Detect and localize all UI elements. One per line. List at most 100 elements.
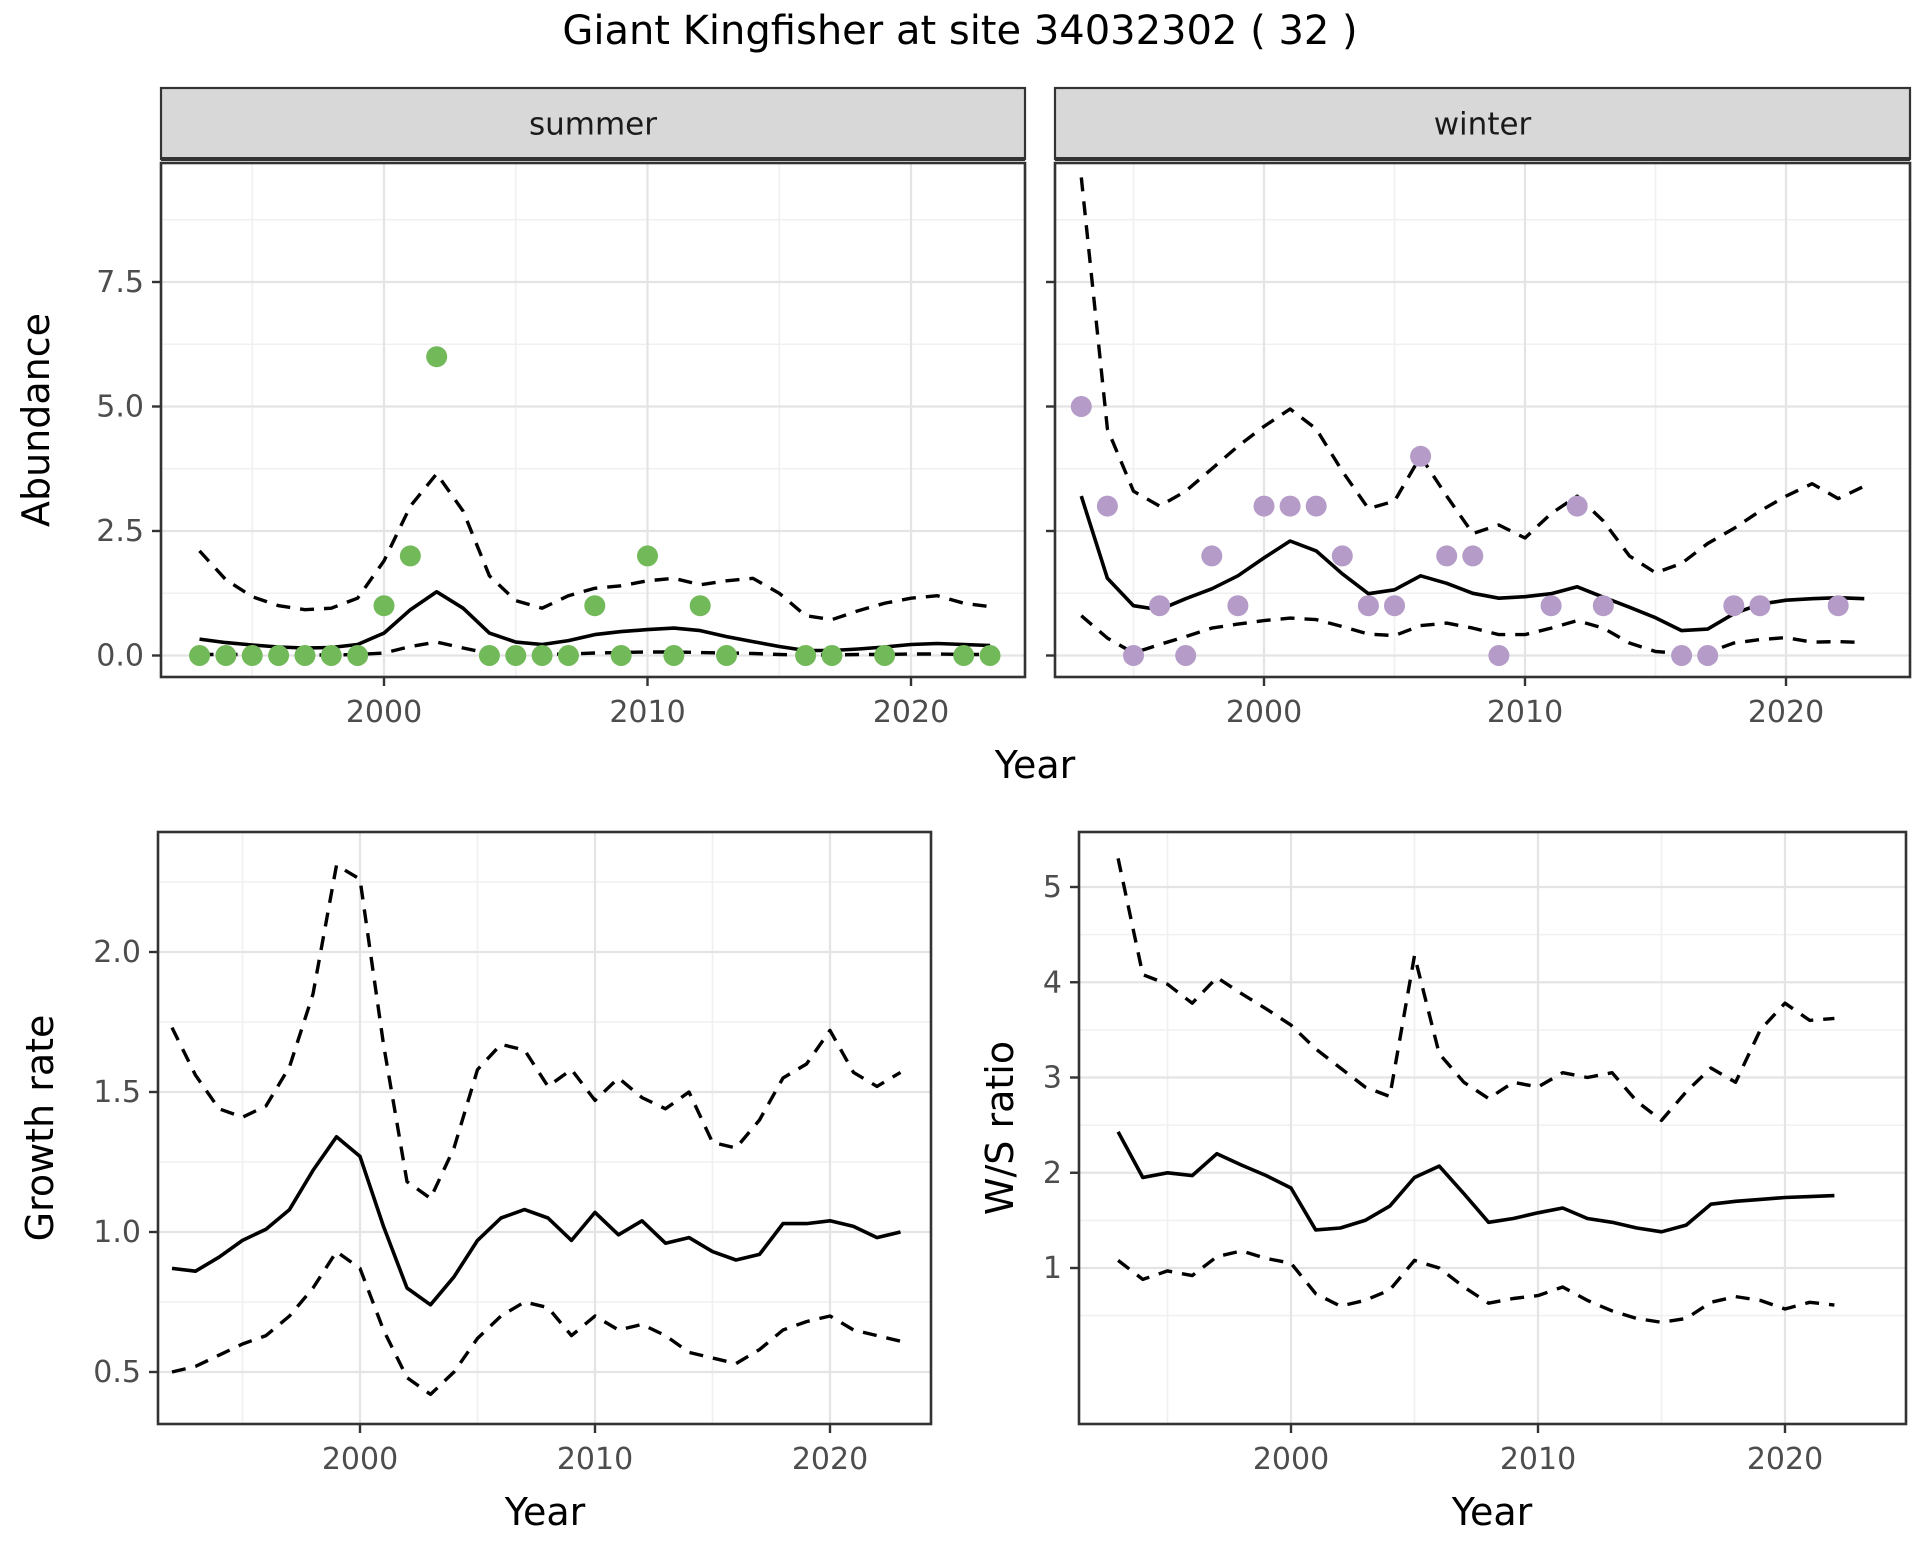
- data-point: [1410, 445, 1432, 467]
- data-point: [1305, 495, 1327, 517]
- data-point: [1123, 645, 1144, 666]
- x-tick-label: 2000: [346, 695, 422, 730]
- data-point: [1436, 545, 1458, 567]
- model-lines: [1116, 858, 1835, 1325]
- data-point: [505, 645, 527, 666]
- data-point: [426, 346, 448, 368]
- data-point: [1331, 545, 1353, 567]
- data-point: [478, 645, 500, 666]
- panel-background: [1055, 163, 1910, 677]
- x-tick-label: 2010: [609, 695, 685, 730]
- y-tick-label: 3: [1043, 1061, 1062, 1096]
- data-point: [531, 645, 553, 666]
- data-point: [320, 645, 342, 666]
- fit-line: [171, 1135, 901, 1307]
- data-point: [1566, 495, 1588, 517]
- y-tick-label: 5.0: [96, 390, 144, 425]
- facet-strip: [159, 86, 1027, 161]
- axis-ticks: 2000 2010 2020 1 2 3 4 5: [1043, 870, 1823, 1477]
- ci-upper-line: [198, 472, 991, 622]
- x-tick-label: 2000: [1253, 1442, 1329, 1477]
- data-point: [1253, 495, 1275, 517]
- axis-ticks: 2000 2010 2020 0.0 2.5 5.0 7.5: [96, 265, 949, 730]
- panel-background: [1079, 832, 1906, 1424]
- data-point: [1149, 595, 1171, 617]
- y-tick-label: 2.0: [93, 935, 141, 970]
- data-point: [294, 645, 316, 666]
- observation-points: [1070, 396, 1849, 666]
- ci-lower-line: [1117, 1249, 1835, 1325]
- data-point: [189, 645, 211, 666]
- data-point: [1201, 545, 1223, 567]
- data-point: [268, 645, 290, 666]
- figure-title: Giant Kingfisher at site 34032302 ( 32 ): [562, 8, 1358, 54]
- data-point: [373, 595, 395, 617]
- gridlines: [158, 832, 931, 1424]
- data-point: [874, 645, 896, 666]
- data-point: [1175, 645, 1197, 666]
- gridlines: [1055, 163, 1910, 677]
- data-point: [821, 645, 843, 666]
- x-tick-label: 2010: [1487, 695, 1563, 730]
- observation-points: [189, 346, 1001, 666]
- axis-title-year-top: Year: [994, 743, 1076, 787]
- axis-title-year-ws: Year: [1451, 1490, 1533, 1534]
- data-point: [215, 645, 237, 666]
- data-point: [1592, 595, 1614, 617]
- data-point: [1671, 645, 1693, 666]
- y-tick-label: 1: [1043, 1251, 1062, 1286]
- x-tick-label: 2020: [1747, 1442, 1823, 1477]
- data-point: [1540, 595, 1562, 617]
- data-point: [1227, 595, 1249, 617]
- data-point: [1723, 595, 1745, 617]
- data-point: [689, 595, 711, 617]
- data-point: [1462, 545, 1484, 567]
- model-lines: [170, 863, 902, 1397]
- axis-ticks: 2000 2010 2020: [1046, 280, 1824, 730]
- ci-lower-line: [1080, 614, 1865, 656]
- y-tick-label: 1.5: [93, 1075, 141, 1110]
- x-tick-label: 2000: [1226, 695, 1302, 730]
- y-tick-label: 7.5: [96, 265, 144, 300]
- data-point: [610, 645, 632, 666]
- ci-upper-line: [170, 863, 902, 1201]
- x-tick-label: 2020: [792, 1442, 868, 1477]
- facet-label-summer: summer: [529, 107, 657, 143]
- gridlines: [1079, 832, 1906, 1424]
- y-tick-label: 2.5: [96, 514, 144, 549]
- panel-abundance-summer: 2000 2010 2020 0.0 2.5 5.0 7.5 summer: [96, 86, 1027, 730]
- panel-abundance-winter: 2000 2010 2020 winter: [1046, 86, 1912, 730]
- data-point: [637, 545, 658, 567]
- data-point: [584, 595, 606, 617]
- data-point: [979, 645, 1001, 666]
- data-point: [399, 545, 421, 567]
- data-point: [1749, 595, 1771, 617]
- data-point: [557, 645, 579, 666]
- x-tick-label: 2020: [1748, 695, 1824, 730]
- panel-border: [156, 830, 933, 1426]
- gridlines: [161, 163, 1025, 677]
- axis-title-growth-rate: Growth rate: [18, 1014, 62, 1242]
- ci-lower-line: [171, 1249, 901, 1397]
- axis-title-year-growth: Year: [504, 1490, 586, 1534]
- x-tick-label: 2000: [322, 1442, 398, 1477]
- data-point: [1488, 645, 1510, 666]
- data-point: [347, 645, 369, 666]
- y-tick-label: 4: [1043, 965, 1062, 1000]
- y-tick-label: 0.0: [96, 639, 144, 674]
- data-point: [1697, 645, 1719, 666]
- data-point: [1096, 495, 1118, 517]
- panel-background: [158, 832, 931, 1424]
- x-tick-label: 2010: [557, 1442, 633, 1477]
- y-tick-label: 2: [1043, 1156, 1062, 1191]
- data-point: [716, 645, 738, 666]
- ci-upper-line: [1079, 177, 1866, 575]
- data-point: [1279, 495, 1301, 517]
- panel-border: [1077, 830, 1908, 1426]
- data-point: [1384, 595, 1405, 617]
- panel-border: [1053, 161, 1912, 679]
- data-point: [1357, 595, 1379, 617]
- y-tick-label: 0.5: [93, 1355, 141, 1390]
